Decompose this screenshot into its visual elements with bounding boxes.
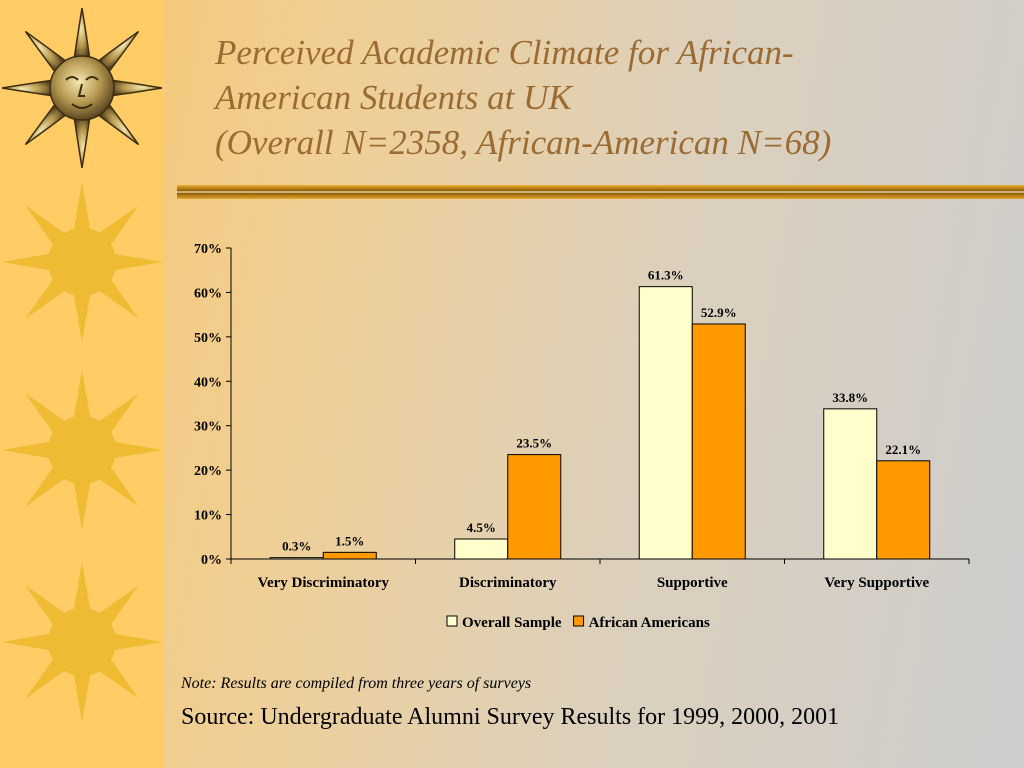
data-label: 1.5% bbox=[335, 533, 364, 548]
y-tick-label: 60% bbox=[194, 286, 222, 301]
x-tick-label: Very Supportive bbox=[824, 575, 929, 591]
bar bbox=[823, 408, 878, 560]
footnote: Note: Results are compiled from three ye… bbox=[181, 675, 532, 692]
sun-icon bbox=[2, 182, 162, 342]
legend-label: Overall Sample bbox=[462, 615, 562, 631]
x-tick-label: Discriminatory bbox=[459, 575, 557, 591]
data-label: 61.3% bbox=[648, 268, 684, 283]
legend-swatch bbox=[446, 615, 458, 627]
x-tick-label: Supportive bbox=[657, 575, 728, 591]
sidebar-art bbox=[1, 7, 163, 722]
y-tick-label: 20% bbox=[194, 464, 222, 479]
data-label: 52.9% bbox=[701, 305, 737, 320]
title-line: American Students at UK bbox=[215, 78, 572, 117]
title-line: (Overall N=2358, African-American N=68) bbox=[215, 123, 832, 162]
bar bbox=[454, 538, 509, 560]
face-sun-icon bbox=[1, 7, 163, 169]
data-label: 4.5% bbox=[467, 520, 496, 535]
title-divider bbox=[177, 185, 1024, 199]
bar bbox=[691, 323, 746, 560]
bar bbox=[322, 551, 377, 560]
x-tick-label: Very Discriminatory bbox=[258, 575, 390, 591]
y-tick-label: 70% bbox=[194, 242, 222, 257]
slide-title: Perceived Academic Climate for African- … bbox=[215, 30, 1005, 165]
y-tick-label: 10% bbox=[194, 509, 222, 524]
bar bbox=[876, 460, 931, 560]
y-tick-label: 0% bbox=[201, 553, 222, 568]
sun-icon bbox=[2, 562, 162, 722]
bar bbox=[269, 557, 324, 560]
sun-icon bbox=[2, 370, 162, 530]
y-tick-label: 30% bbox=[194, 420, 222, 435]
sidebar-decoration bbox=[0, 0, 164, 768]
data-label: 33.8% bbox=[832, 390, 868, 405]
bar bbox=[507, 454, 562, 560]
bar-chart: 0% 10% 20% 30% 40% 50% 60% 70% Very Discriminato… bbox=[194, 242, 970, 631]
bar bbox=[638, 286, 693, 560]
title-line: Perceived Academic Climate for African- bbox=[215, 33, 794, 72]
y-tick-label: 50% bbox=[194, 331, 222, 346]
data-label: 23.5% bbox=[516, 436, 552, 451]
y-tick-label: 40% bbox=[194, 375, 222, 390]
data-label: 22.1% bbox=[885, 442, 921, 457]
legend-swatch bbox=[573, 615, 585, 627]
legend-label: African Americans bbox=[589, 615, 710, 631]
source-text: Source: Undergraduate Alumni Survey Resu… bbox=[181, 704, 840, 730]
data-label: 0.3% bbox=[282, 539, 311, 554]
